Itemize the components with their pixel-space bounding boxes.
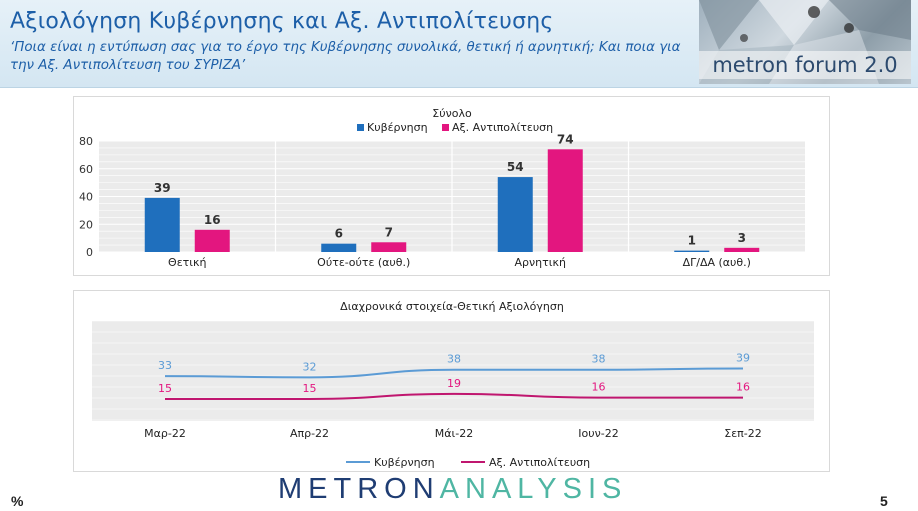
y-tick-label: 0 [86, 246, 93, 259]
legend-swatch [357, 124, 364, 131]
metron-analysis-logo: METRONANALYSIS [278, 473, 627, 506]
bar-chart: 0 20 40 60 80 Σύνολο Κυβέρνηση Αξ. Αντιπολίτευσ… [79, 107, 805, 269]
x-category-label: Σεπ-22 [724, 427, 762, 440]
x-category-label: Αρνητική [515, 256, 566, 269]
point-value-label: 15 [303, 382, 317, 395]
bar-value-label: 7 [385, 225, 393, 239]
bar [194, 229, 230, 252]
bar [321, 243, 357, 252]
series-line [164, 367, 744, 379]
point-value-label: 15 [158, 382, 172, 395]
legend-label: Κυβέρνηση [367, 121, 428, 134]
legend-swatch [442, 124, 449, 131]
bar-value-label: 74 [557, 132, 574, 146]
y-tick-label: 20 [79, 218, 93, 231]
line-chart: Διαχρονικά στοιχεία-Θετική Αξιολόγηση 33 3… [92, 300, 814, 469]
x-category-label: Ούτε-ούτε (αυθ.) [317, 256, 410, 269]
x-category-label: Απρ-22 [290, 427, 329, 440]
page-number: 5 [880, 493, 888, 509]
point-value-label: 19 [447, 377, 461, 390]
bar [674, 250, 710, 252]
point-value-label: 38 [592, 353, 606, 366]
percent-sign: % [11, 493, 24, 509]
point-value-label: 38 [447, 353, 461, 366]
metron-forum-logo: metron forum 2.0 [699, 0, 911, 84]
bar-value-label: 6 [335, 227, 343, 241]
logo-metron: METRON [278, 473, 440, 505]
bar-value-label: 1 [688, 234, 696, 248]
y-tick-label: 40 [79, 191, 93, 204]
bar-chart-panel: 0 20 40 60 80 Σύνολο Κυβέρνηση Αξ. Αντιπολίτευσ… [73, 96, 830, 276]
line-chart-panel: Διαχρονικά στοιχεία-Θετική Αξιολόγηση 33 3… [73, 290, 830, 472]
bar [144, 197, 180, 252]
bar [371, 242, 407, 252]
x-category-label: Μάι-22 [435, 427, 473, 440]
point-value-label: 16 [592, 381, 606, 394]
legend-label: Κυβέρνηση [374, 456, 435, 469]
bar [724, 247, 760, 252]
question-subtitle: ‘Ποια είναι η εντύπωση σας για το έργο τ… [10, 40, 681, 73]
y-tick-label: 80 [79, 135, 93, 148]
chart-title: Σύνολο [432, 107, 472, 120]
bar [497, 177, 533, 252]
brand-text: metron forum 2.0 [699, 51, 911, 79]
bar-value-label: 16 [204, 213, 221, 227]
legend-label: Αξ. Αντιπολίτευση [489, 456, 590, 469]
bar-value-label: 54 [507, 160, 524, 174]
point-value-label: 16 [736, 381, 750, 394]
point-value-label: 39 [736, 351, 750, 364]
logo-analysis: ANALYSIS [439, 473, 628, 505]
point-value-label: 33 [158, 359, 172, 372]
bar [547, 149, 583, 252]
point-value-label: 32 [303, 360, 317, 373]
x-category-label: Ιουν-22 [578, 427, 618, 440]
x-category-label: ΔΓ/ΔΑ (αυθ.) [683, 256, 751, 269]
legend-label: Αξ. Αντιπολίτευση [452, 121, 553, 134]
bar-value-label: 39 [154, 181, 171, 195]
chart-title: Διαχρονικά στοιχεία-Θετική Αξιολόγηση [340, 300, 564, 313]
y-tick-label: 60 [79, 163, 93, 176]
plot-area [92, 321, 814, 421]
x-category-label: Μαρ-22 [144, 427, 186, 440]
bar-value-label: 3 [738, 231, 746, 245]
series-line [165, 392, 743, 400]
x-category-label: Θετική [168, 256, 206, 269]
page-title: Αξιολόγηση Κυβέρνησης και Αξ. Αντιπολίτε… [10, 9, 554, 34]
